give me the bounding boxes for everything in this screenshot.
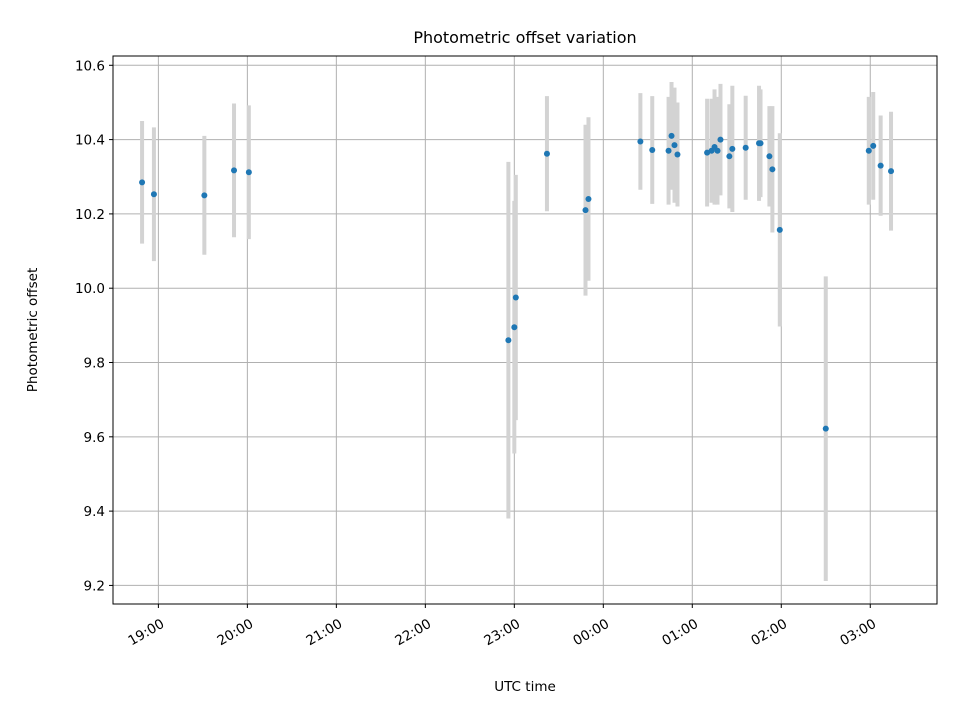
- y-tick-label: 9.6: [84, 430, 105, 446]
- data-point: [822, 425, 829, 432]
- data-point: [665, 147, 672, 154]
- data-point: [231, 167, 238, 174]
- data-point: [139, 179, 146, 186]
- data-points: [139, 132, 895, 432]
- y-tick-label: 10.4: [75, 133, 105, 149]
- data-point: [870, 142, 877, 149]
- data-point: [742, 144, 749, 151]
- data-point: [729, 145, 736, 152]
- y-tick-label: 10.2: [75, 207, 105, 223]
- data-point: [201, 192, 208, 199]
- data-point: [585, 196, 592, 203]
- y-tick-label: 9.2: [84, 578, 105, 594]
- data-point: [888, 168, 895, 175]
- data-point: [766, 153, 773, 160]
- data-point: [511, 324, 518, 331]
- plot-frame: [112, 55, 938, 605]
- data-point: [543, 150, 550, 157]
- data-point: [674, 151, 681, 158]
- data-point: [671, 142, 678, 149]
- y-axis-ticks: 9.2 9.4 9.6 9.8 10.0 10.2 10.4 10.6: [75, 58, 113, 594]
- data-point: [757, 140, 764, 147]
- data-point: [717, 136, 724, 143]
- data-point: [512, 294, 519, 301]
- data-point: [582, 207, 589, 214]
- data-point: [769, 166, 776, 173]
- grid-lines: [113, 56, 937, 604]
- data-point: [245, 169, 252, 176]
- y-tick-label: 10.6: [75, 58, 105, 74]
- x-axis-label: UTC time: [494, 679, 556, 695]
- chart-title: Photometric offset variation: [413, 28, 636, 47]
- y-tick-label: 9.4: [84, 504, 105, 520]
- data-point: [865, 147, 872, 154]
- data-point: [150, 191, 157, 198]
- data-point: [505, 337, 512, 344]
- data-point: [726, 153, 733, 160]
- y-axis-label: Photometric offset: [25, 268, 41, 392]
- data-point: [637, 138, 644, 145]
- data-point: [714, 147, 721, 154]
- data-point: [877, 162, 884, 169]
- data-point: [668, 132, 675, 139]
- data-point: [776, 226, 783, 233]
- y-tick-label: 10.0: [75, 281, 105, 297]
- data-point: [649, 146, 656, 153]
- y-tick-label: 9.8: [84, 356, 105, 372]
